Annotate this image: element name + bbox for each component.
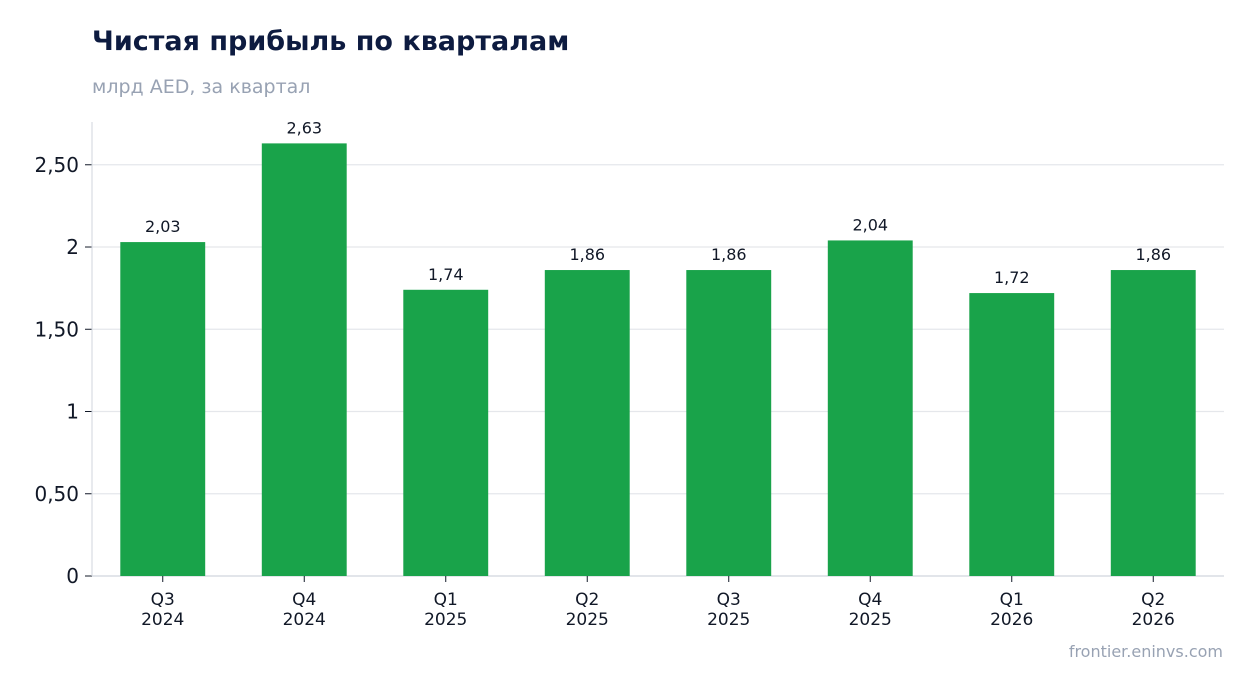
x-tick-label: 2024 [141,610,184,630]
x-tick-label: Q2 [1141,590,1165,610]
x-tick-label: 2026 [990,610,1033,630]
data-label: 1,86 [569,245,605,264]
x-tick-label: Q2 [575,590,599,610]
x-tick-label: Q1 [434,590,458,610]
chart-subtitle: млрд AED, за квартал [92,76,311,98]
y-tick-label: 2 [66,235,79,259]
x-tick-label: 2024 [283,610,326,630]
data-label: 1,86 [1135,245,1171,264]
x-tick-label: 2025 [849,610,892,630]
y-tick-label: 2,50 [34,153,79,177]
data-label: 1,72 [994,268,1030,287]
bar [261,143,347,576]
x-tick-label: 2026 [1132,610,1175,630]
bar [969,293,1055,576]
source-credit: frontier.eninvs.com [1068,642,1223,661]
bar [1110,270,1196,576]
x-tick-label: Q4 [858,590,882,610]
data-label: 2,04 [852,215,888,234]
chart-title: Чистая прибыль по кварталам [92,26,570,57]
x-tick-label: 2025 [566,610,609,630]
x-tick-label: 2025 [424,610,467,630]
bar [686,270,772,576]
data-labels: 2,03 2,63 1,74 1,86 1,86 2,04 1,72 1,86 [145,118,1171,287]
y-tick-labels: 0 0,50 1 1,50 2 2,50 [34,153,79,588]
x-tick-label: Q4 [292,590,316,610]
bars [120,143,1196,576]
x-tick-label: Q3 [717,590,741,610]
x-tick-label: 2025 [707,610,750,630]
y-tick-label: 0 [66,564,79,588]
data-label: 1,86 [711,245,747,264]
y-tick-label: 1,50 [34,317,79,341]
data-label: 2,63 [286,118,322,137]
bar [827,240,913,576]
bar [120,242,206,576]
y-tick-label: 1 [66,400,79,424]
x-tick-labels: Q32024Q42024Q12025Q22025Q32025Q42025Q120… [141,590,1175,630]
x-tick-label: Q1 [1000,590,1024,610]
bar [544,270,630,576]
bar [403,289,489,576]
data-label: 1,74 [428,265,464,284]
x-tick-label: Q3 [151,590,175,610]
y-tick-label: 0,50 [34,482,79,506]
data-label: 2,03 [145,217,181,236]
